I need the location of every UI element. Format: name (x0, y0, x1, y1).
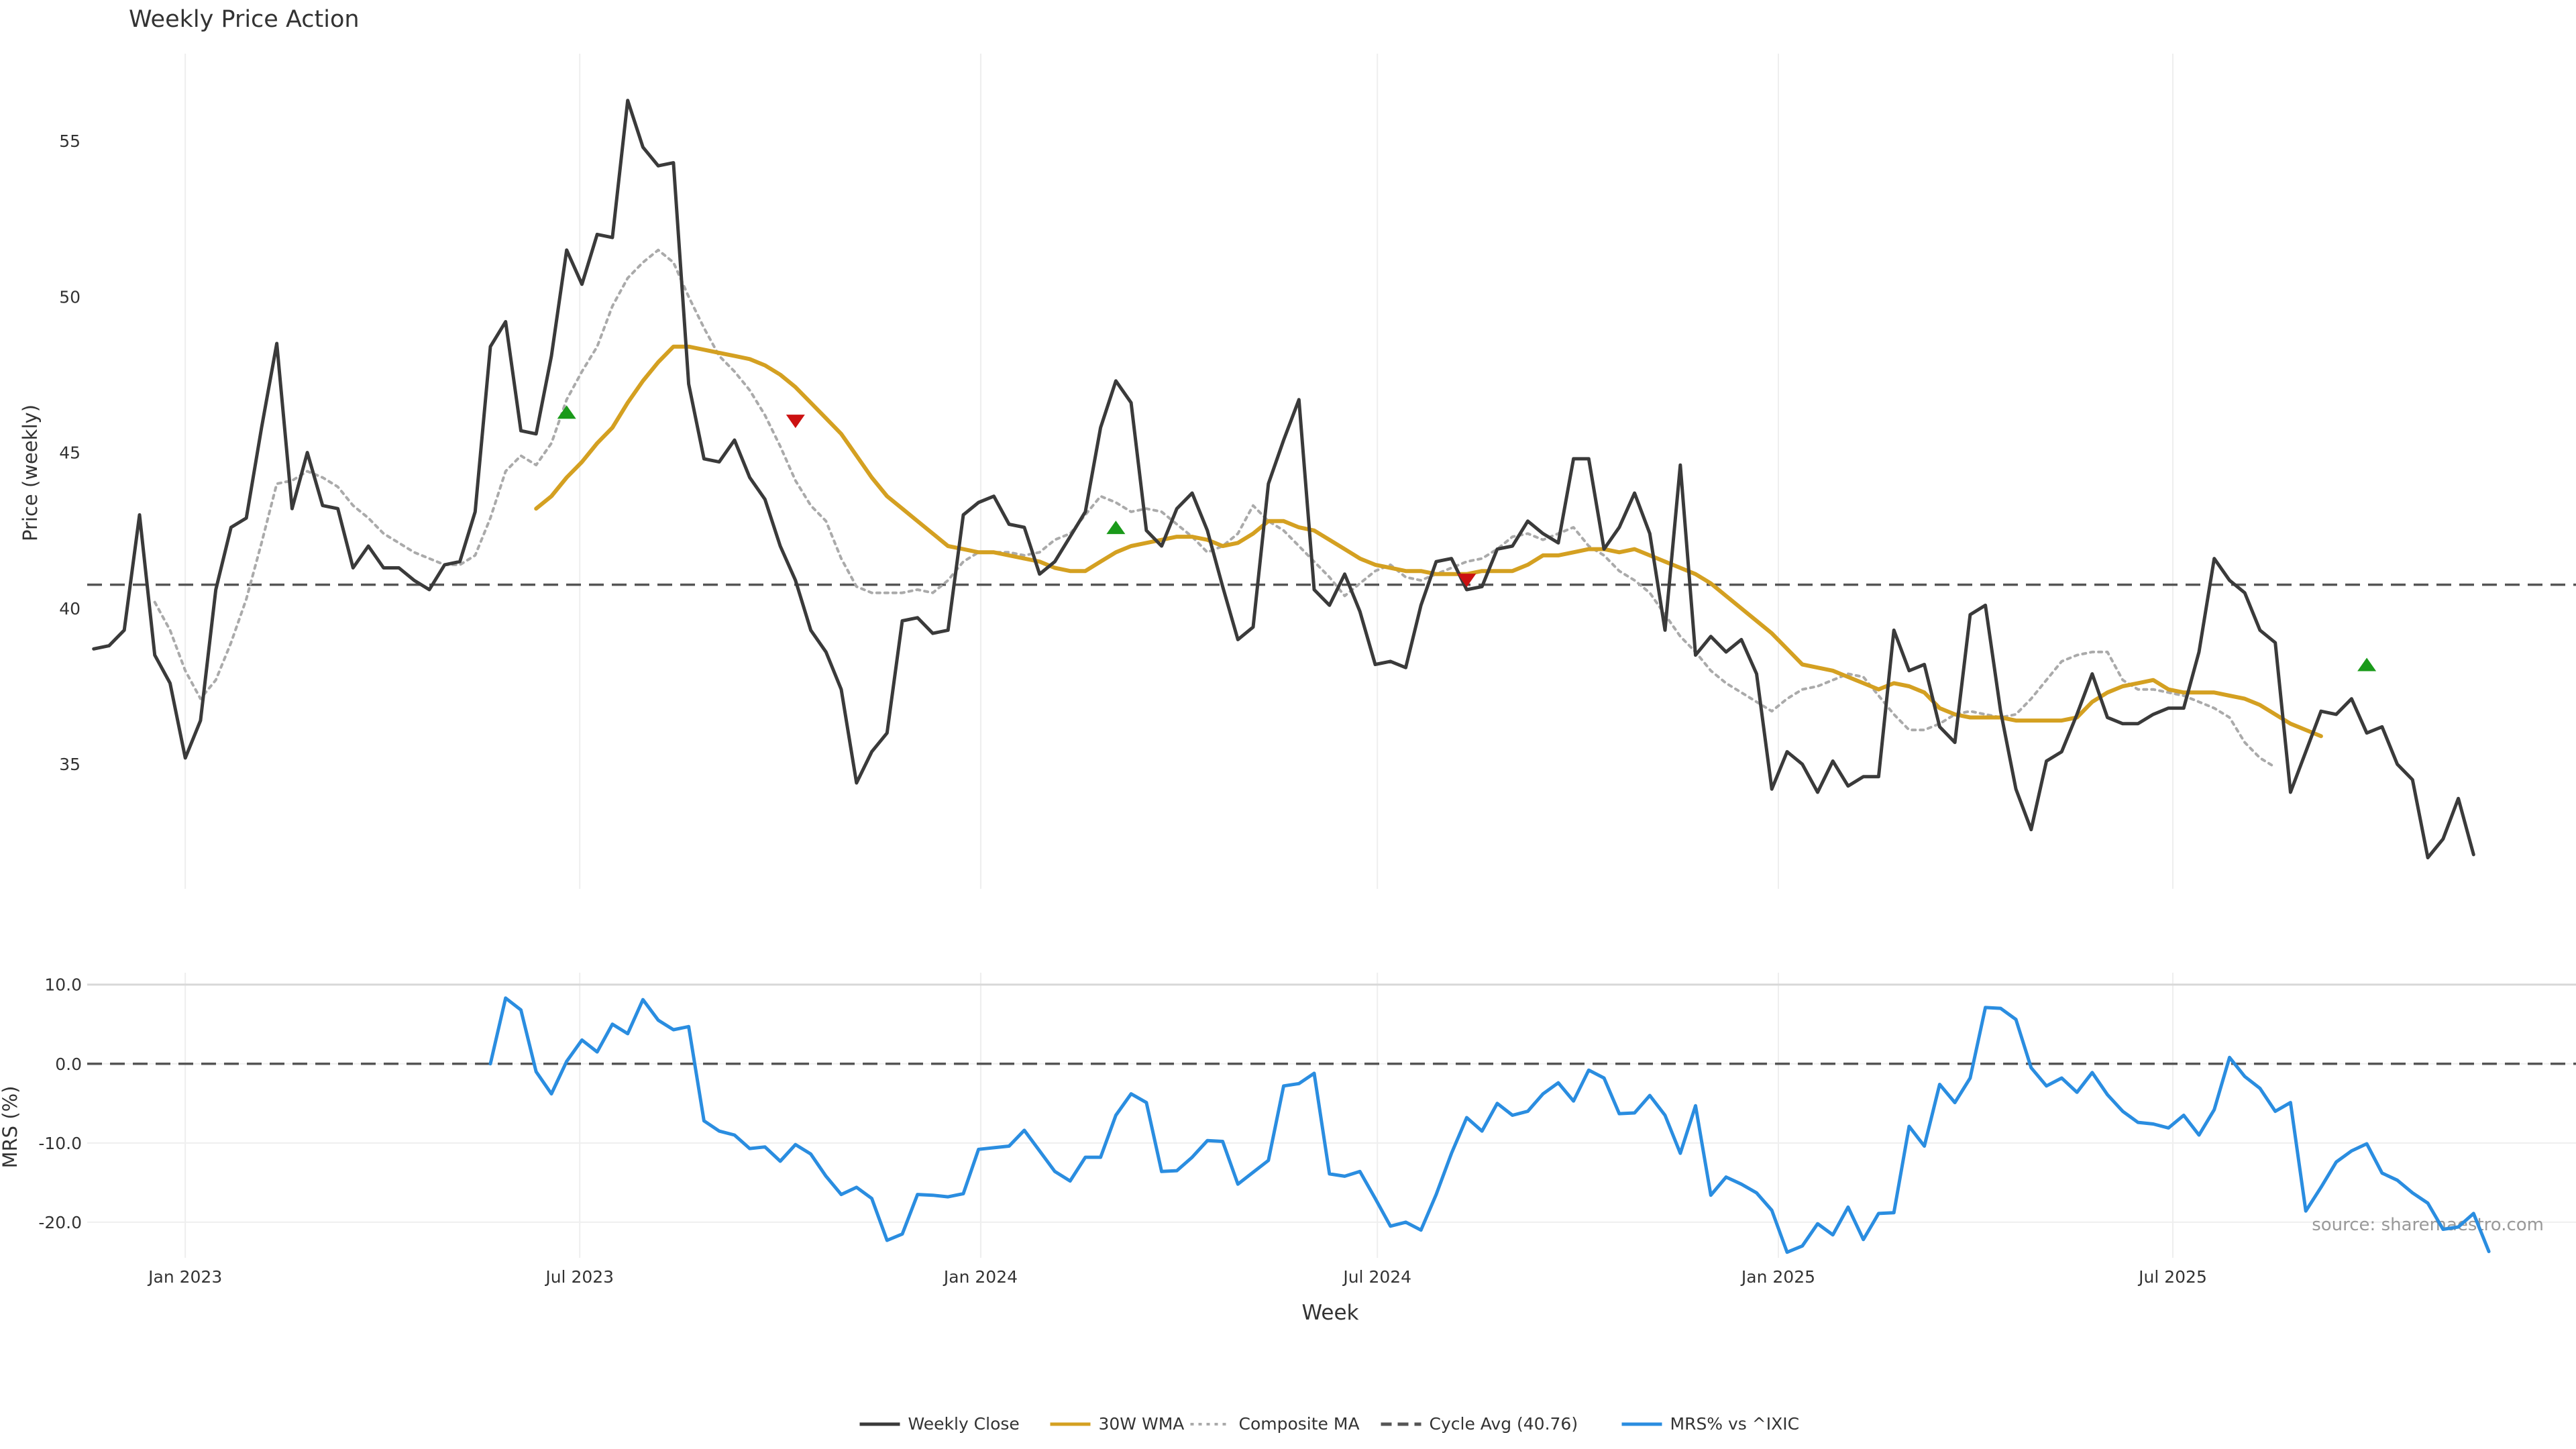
price-y-tick-label: 45 (59, 443, 80, 463)
price-y-tick-label: 55 (59, 131, 80, 151)
legend-label: 30W WMA (1099, 1414, 1185, 1434)
buy-signal-marker (2357, 657, 2377, 672)
price-chart-title: Weekly Price Action (129, 6, 360, 33)
price-y-tick-label: 40 (59, 599, 80, 619)
legend: Weekly Close 30W WMA Composite MA Cycle Avg… (859, 1414, 1800, 1434)
vertical-gridlines (184, 54, 2174, 1258)
mrs-y-tick-label: -10.0 (38, 1134, 82, 1153)
x-tick-label: Jan 2024 (943, 1267, 1018, 1287)
series-30w-wma (534, 344, 2323, 739)
price-y-ticks: 35 40 45 50 55 (59, 131, 80, 774)
price-y-tick-label: 35 (59, 755, 80, 774)
mrs-y-tick-label: 10.0 (44, 975, 82, 995)
mrs-y-ticks: 10.0 0.0 -10.0 -20.0 (38, 975, 82, 1232)
series-composite-ma (153, 248, 2277, 769)
x-axis-label: Week (1302, 1301, 1359, 1325)
sell-signal-marker (786, 415, 805, 429)
price-y-tick-label: 50 (59, 287, 80, 307)
price-y-axis-label: Price (weekly) (19, 405, 42, 541)
legend-label: Composite MA (1239, 1414, 1360, 1434)
source-annotation: source: sharemaestro.com (2312, 1215, 2544, 1235)
x-tick-label: Jan 2023 (147, 1267, 222, 1287)
x-tick-label: Jul 2024 (1342, 1267, 1411, 1287)
series-weekly-close (92, 99, 2475, 859)
mrs-series-layer (87, 996, 2576, 1254)
mrs-y-tick-label: -20.0 (38, 1213, 82, 1232)
signal-markers (557, 405, 2377, 672)
buy-signal-marker (557, 405, 576, 419)
price-series-layer (87, 99, 2576, 859)
x-tick-label: Jul 2025 (2137, 1267, 2207, 1287)
legend-label: Weekly Close (908, 1414, 1020, 1434)
x-ticks: Jan 2023 Jul 2023 Jan 2024 Jul 2024 Jan 2025… (147, 1267, 2207, 1287)
series-mrs-vs-ixic (488, 996, 2491, 1254)
x-tick-label: Jul 2023 (544, 1267, 614, 1287)
mrs-y-tick-label: 0.0 (55, 1055, 82, 1074)
sell-signal-marker (1457, 574, 1477, 588)
mrs-y-axis-label: MRS (%) (0, 1086, 21, 1169)
legend-label: MRS% vs ^IXIC (1670, 1414, 1800, 1434)
legend-label: Cycle Avg (40.76) (1430, 1414, 1578, 1434)
buy-signal-marker (1106, 521, 1126, 535)
x-tick-label: Jan 2025 (1740, 1267, 1815, 1287)
